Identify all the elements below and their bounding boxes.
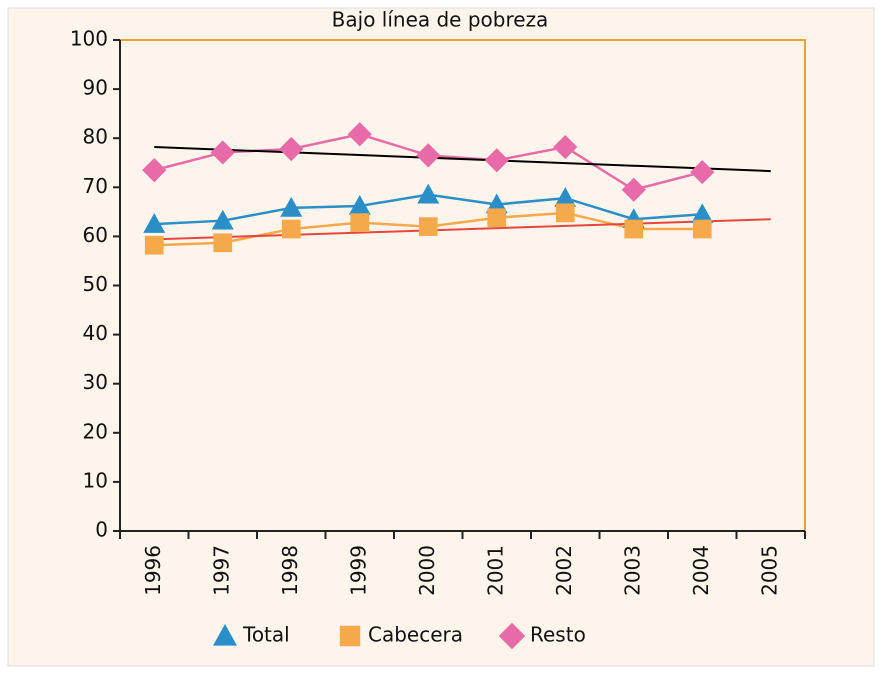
marker-square: [144, 235, 164, 255]
x-tick-label: 2005: [757, 545, 781, 596]
marker-triangle: [280, 196, 303, 217]
marker-diamond: [279, 136, 304, 162]
y-tick-label: 60: [83, 223, 108, 247]
marker-triangle: [417, 183, 440, 204]
trend-line: [154, 218, 771, 241]
x-tick-label: 2000: [415, 545, 439, 596]
marker-square: [339, 625, 361, 647]
marker-triangle: [143, 213, 166, 233]
x-tick-label: 1997: [209, 545, 233, 596]
marker-square: [418, 217, 438, 236]
legend-label: Cabecera: [368, 623, 463, 647]
marker-triangle: [211, 209, 234, 230]
y-tick-label: 20: [83, 419, 108, 443]
marker-square: [487, 208, 507, 228]
y-tick-label: 0: [95, 518, 108, 542]
marker-triangle: [691, 203, 714, 224]
x-tick-label: 2002: [552, 545, 576, 596]
marker-triangle: [348, 194, 371, 215]
x-tick-label: 2003: [620, 545, 644, 596]
marker-triangle: [554, 187, 577, 207]
x-tick-label: 2001: [483, 545, 507, 596]
marker-diamond: [621, 177, 646, 202]
marker-square: [350, 213, 370, 233]
marker-diamond: [210, 140, 235, 165]
y-tick-label: 30: [83, 370, 108, 394]
marker-diamond: [347, 122, 372, 147]
y-tick-label: 100: [70, 27, 108, 51]
marker-diamond: [416, 143, 441, 168]
marker-square: [213, 233, 233, 253]
marker-square: [692, 219, 712, 239]
marker-diamond: [498, 622, 526, 650]
y-tick-label: 90: [83, 76, 108, 100]
marker-diamond: [690, 159, 715, 185]
y-tick-label: 50: [83, 272, 108, 296]
legend-label: Resto: [530, 623, 586, 647]
x-tick-label: 1999: [346, 545, 370, 596]
x-tick-label: 1996: [141, 545, 165, 596]
marker-diamond: [484, 148, 509, 173]
marker-square: [555, 203, 575, 223]
legend-label: Total: [242, 623, 290, 647]
marker-diamond: [142, 158, 167, 183]
y-tick-label: 40: [83, 321, 108, 345]
marker-diamond: [553, 134, 578, 160]
x-tick-label: 2004: [689, 545, 713, 596]
marker-triangle: [213, 624, 237, 646]
plot-area: [119, 39, 806, 532]
y-tick-label: 70: [83, 174, 108, 198]
marker-triangle: [485, 193, 508, 214]
marker-square: [624, 219, 644, 239]
x-tick-label: 1998: [278, 545, 302, 596]
trend-line: [154, 146, 771, 173]
y-tick-label: 80: [83, 125, 108, 149]
chart-title: Bajo línea de pobreza: [332, 8, 549, 32]
y-tick-label: 10: [83, 468, 108, 492]
marker-square: [281, 219, 301, 239]
